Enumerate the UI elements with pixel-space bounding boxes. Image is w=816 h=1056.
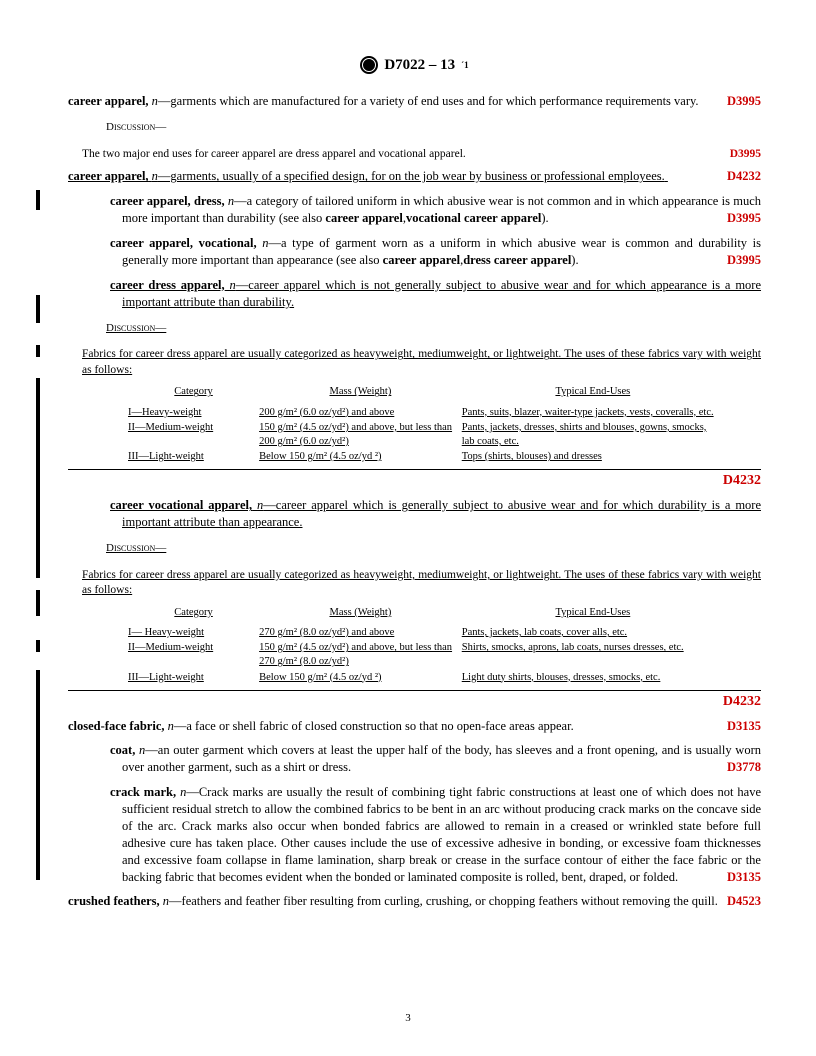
designation: D7022 – 13 xyxy=(384,55,455,75)
astm-logo xyxy=(360,56,378,74)
table-cell: Tops (shirts, blouses) and dresses xyxy=(462,450,724,465)
term: career apparel, dress, xyxy=(110,194,225,208)
standard-ref: D3995 xyxy=(730,147,761,163)
standard-ref: D4232 xyxy=(68,472,761,491)
definition-entry: career apparel, vocational, n—a type of … xyxy=(68,235,761,269)
standard-ref: D3778 xyxy=(739,759,761,776)
definition-entry: career dress apparel, n—career apparel w… xyxy=(68,277,761,311)
term: closed-face fabric, xyxy=(68,719,165,733)
term: career vocational apparel, xyxy=(110,498,252,512)
standard-ref: D3995 xyxy=(739,252,761,269)
definition-entry: career apparel, n—garments which are man… xyxy=(68,93,761,110)
term: career apparel, vocational, xyxy=(110,236,257,250)
table-cell: I— Heavy-weight xyxy=(128,626,259,641)
term: career dress apparel, xyxy=(110,278,225,292)
discussion-label: Discussion— xyxy=(106,321,761,336)
edition-sup: ´1 xyxy=(461,59,469,71)
definition-entry: career apparel, dress, n—a category of t… xyxy=(68,193,761,227)
th-mass: Mass (Weight) xyxy=(259,605,462,626)
definition-entry: career vocational apparel, n—career appa… xyxy=(68,497,761,531)
table-cell: Pants, jackets, dresses, shirts and blou… xyxy=(462,421,724,450)
term: career apparel, xyxy=(68,169,149,183)
definition-text: —garments which are manufactured for a v… xyxy=(158,94,699,108)
table-cell: I—Heavy-weight xyxy=(128,406,259,421)
table-row: I—Heavy-weight200 g/m² (6.0 oz/yd²) and … xyxy=(128,406,724,421)
category-table: Category Mass (Weight) Typical End-Uses … xyxy=(128,605,724,686)
discussion-text: Fabrics for career dress apparel are usu… xyxy=(82,347,761,378)
table-cell: 270 g/m² (8.0 oz/yd²) and above xyxy=(259,626,462,641)
table-cell: III—Light-weight xyxy=(128,671,259,686)
th-uses: Typical End-Uses xyxy=(462,605,724,626)
discussion-label: Discussion— xyxy=(106,120,761,135)
rule xyxy=(68,690,761,691)
page-number: 3 xyxy=(0,1011,816,1026)
term: career apparel, xyxy=(68,94,149,108)
table-cell: II—Medium-weight xyxy=(128,421,259,450)
standard-ref: D4232 xyxy=(727,168,761,185)
table-row: I— Heavy-weight270 g/m² (8.0 oz/yd²) and… xyxy=(128,626,724,641)
page-header: D7022 – 13 ´1 xyxy=(68,55,761,75)
table-cell: II—Medium-weight xyxy=(128,641,259,670)
th-category: Category xyxy=(128,384,259,405)
definition-entry: crack mark, n—Crack marks are usually th… xyxy=(68,784,761,885)
table-row: II—Medium-weight150 g/m² (4.5 oz/yd²) an… xyxy=(128,421,724,450)
th-uses: Typical End-Uses xyxy=(462,384,724,405)
table-row: III—Light-weightBelow 150 g/m² (4.5 oz/y… xyxy=(128,450,724,465)
term: coat, xyxy=(110,743,135,757)
definition-entry: career apparel, n—garments, usually of a… xyxy=(68,168,761,185)
table-cell: 150 g/m² (4.5 oz/yd²) and above, but les… xyxy=(259,421,462,450)
definition-entry: closed-face fabric, n—a face or shell fa… xyxy=(68,718,761,735)
definition-text: —garments, usually of a specified design… xyxy=(158,169,665,183)
discussion-label: Discussion— xyxy=(106,541,761,556)
standard-ref: D4523 xyxy=(727,893,761,910)
term: crushed feathers, xyxy=(68,894,160,908)
rule xyxy=(68,469,761,470)
standard-ref: D4232 xyxy=(68,693,761,712)
table-cell: Below 150 g/m² (4.5 oz/yd ²) xyxy=(259,450,462,465)
table-cell: Below 150 g/m² (4.5 oz/yd ²) xyxy=(259,671,462,686)
table-row: III—Light-weightBelow 150 g/m² (4.5 oz/y… xyxy=(128,671,724,686)
table-cell: 150 g/m² (4.5 oz/yd²) and above, but les… xyxy=(259,641,462,670)
standard-ref: D3135 xyxy=(727,718,761,735)
definition-entry: crushed feathers, n—feathers and feather… xyxy=(68,893,761,910)
th-category: Category xyxy=(128,605,259,626)
table-cell: Pants, jackets, lab coats, cover alls, e… xyxy=(462,626,724,641)
th-mass: Mass (Weight) xyxy=(259,384,462,405)
standard-ref: D3995 xyxy=(727,93,761,110)
table-cell: Shirts, smocks, aprons, lab coats, nurse… xyxy=(462,641,724,670)
term: crack mark, xyxy=(110,785,176,799)
standard-ref: D3995 xyxy=(739,210,761,227)
table-cell: 200 g/m² (6.0 oz/yd²) and above xyxy=(259,406,462,421)
table-cell: III—Light-weight xyxy=(128,450,259,465)
discussion-text: Fabrics for career dress apparel are usu… xyxy=(82,568,761,599)
table-cell: Light duty shirts, blouses, dresses, smo… xyxy=(462,671,724,686)
discussion-text: The two major end uses for career appare… xyxy=(82,147,761,163)
standard-ref: D3135 xyxy=(739,869,761,886)
category-table: Category Mass (Weight) Typical End-Uses … xyxy=(128,384,724,465)
table-cell: Pants, suits, blazer, waiter-type jacket… xyxy=(462,406,724,421)
table-row: II—Medium-weight150 g/m² (4.5 oz/yd²) an… xyxy=(128,641,724,670)
definition-entry: coat, n—an outer garment which covers at… xyxy=(68,742,761,776)
